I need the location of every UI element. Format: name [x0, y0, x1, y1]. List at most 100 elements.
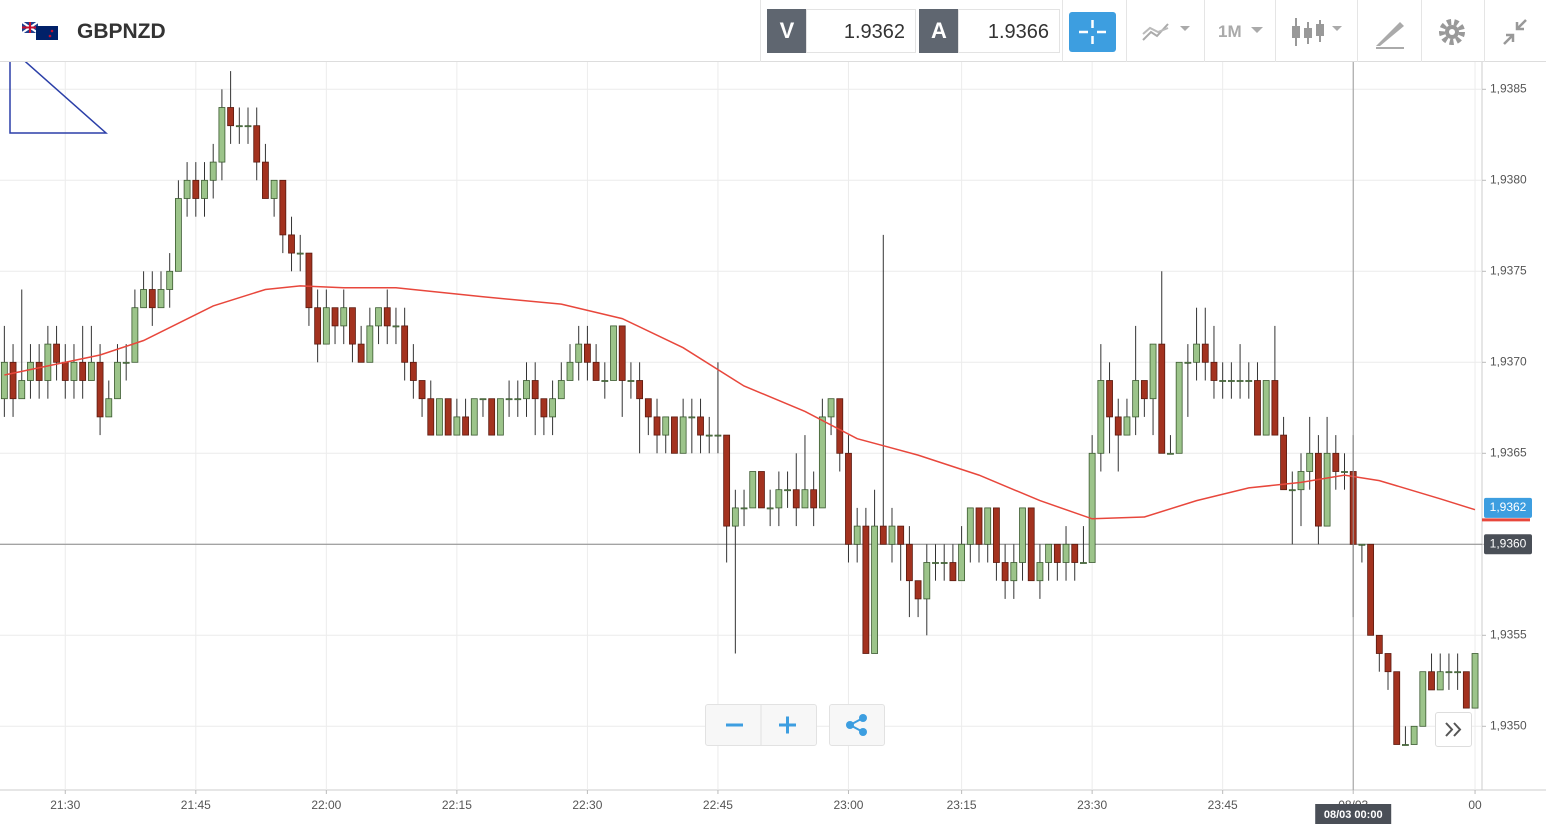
- candle-body: [644, 398, 652, 418]
- collapse-button[interactable]: [1496, 12, 1536, 52]
- candle-body: [705, 434, 713, 437]
- crosshair-button[interactable]: [1069, 12, 1116, 52]
- candle-body: [122, 361, 130, 364]
- y-tick-label: 1,9365: [1490, 445, 1527, 459]
- candle-body: [1471, 653, 1479, 709]
- scroll-right-button[interactable]: [1435, 712, 1472, 747]
- candle-body: [1288, 489, 1296, 492]
- separator: [1421, 0, 1422, 62]
- candle-body: [244, 125, 252, 128]
- candle-body: [401, 325, 409, 363]
- candle-body: [314, 307, 322, 345]
- y-tick-label: 1,9380: [1490, 172, 1527, 186]
- candle-body: [949, 562, 957, 582]
- candle-body: [1175, 361, 1183, 454]
- candle-body: [375, 307, 382, 327]
- chart-type-button[interactable]: [1288, 12, 1348, 52]
- settings-button[interactable]: [1432, 12, 1472, 52]
- candle-body: [775, 489, 783, 509]
- candle-body: [627, 380, 635, 382]
- candle-body: [1080, 562, 1087, 564]
- candle-body: [1184, 361, 1192, 364]
- candle-body: [636, 380, 644, 400]
- candle-body: [714, 434, 722, 437]
- candle-body: [879, 525, 887, 545]
- candle-body: [366, 325, 374, 363]
- candle-body: [993, 507, 1000, 563]
- candle-body: [174, 198, 182, 272]
- candle-body: [810, 489, 818, 509]
- candle-body: [1462, 671, 1470, 709]
- separator: [1126, 0, 1127, 62]
- candle-body: [218, 107, 226, 163]
- separator: [1357, 0, 1358, 62]
- drawn-triangle: [9, 62, 108, 134]
- candle-body: [1314, 452, 1322, 527]
- candle-body: [87, 361, 95, 381]
- scroll-icon: [1445, 722, 1462, 737]
- candle-body: [679, 416, 687, 454]
- indicators-button[interactable]: [1138, 12, 1198, 52]
- candle-body: [1262, 380, 1270, 436]
- candle-body: [27, 361, 34, 381]
- share-button[interactable]: [829, 704, 885, 746]
- candle-body: [479, 398, 487, 401]
- x-tick-label: 22:15: [442, 798, 472, 812]
- candle-body: [305, 252, 313, 309]
- candle-body: [731, 507, 739, 527]
- candle-body: [1019, 507, 1026, 563]
- candle-body: [0, 361, 8, 400]
- candle-body: [940, 562, 948, 564]
- candle-body: [1114, 416, 1122, 436]
- candle-body: [1045, 543, 1053, 563]
- candle-body: [862, 525, 870, 654]
- candle-body: [801, 489, 809, 509]
- candle-body: [923, 562, 931, 600]
- candle-body: [288, 234, 295, 254]
- candle-body: [818, 416, 826, 509]
- candle-body: [914, 580, 922, 600]
- candle-body: [1402, 744, 1409, 746]
- crosshair-icon: [1079, 20, 1106, 44]
- share-icon: [846, 714, 867, 736]
- candle-body: [61, 361, 69, 381]
- candle-body: [1106, 380, 1113, 418]
- moving-average-line: [4, 285, 1476, 520]
- candle-body: [601, 380, 609, 382]
- candle-body: [584, 343, 591, 363]
- last-price-label: 1,9360: [1490, 536, 1527, 550]
- candle-body: [888, 525, 896, 545]
- candle-body: [44, 343, 52, 381]
- candle-body: [932, 562, 939, 564]
- candle-body: [975, 507, 983, 545]
- candle-body: [192, 179, 200, 199]
- candle-body: [1375, 634, 1383, 654]
- candle-body: [18, 380, 26, 400]
- candle-body: [723, 434, 731, 527]
- candle-body: [270, 179, 278, 199]
- candle-body: [496, 398, 504, 436]
- candle-body: [966, 507, 974, 545]
- bid-button[interactable]: V: [767, 9, 807, 53]
- timeframe-button[interactable]: 1M: [1218, 22, 1242, 41]
- candle-body: [209, 161, 217, 181]
- candle-body: [653, 416, 661, 436]
- x-tick-label: 23:15: [947, 798, 977, 812]
- candle-body: [549, 398, 556, 418]
- candle-body: [96, 361, 104, 418]
- separator: [1204, 0, 1205, 62]
- candle-body: [157, 289, 165, 309]
- candle-body: [166, 270, 174, 290]
- candle-body: [79, 361, 87, 381]
- candle-body: [853, 525, 861, 545]
- candle-body: [905, 543, 913, 582]
- candle-body: [871, 525, 878, 654]
- candle-body: [35, 361, 43, 381]
- draw-button[interactable]: [1370, 12, 1410, 52]
- candle-body: [592, 361, 600, 381]
- candle-body: [1384, 653, 1392, 673]
- ask-button[interactable]: A: [919, 9, 959, 53]
- candle-body: [1280, 434, 1287, 491]
- candle-body: [1358, 543, 1366, 546]
- ma-label-bg: [1484, 497, 1532, 518]
